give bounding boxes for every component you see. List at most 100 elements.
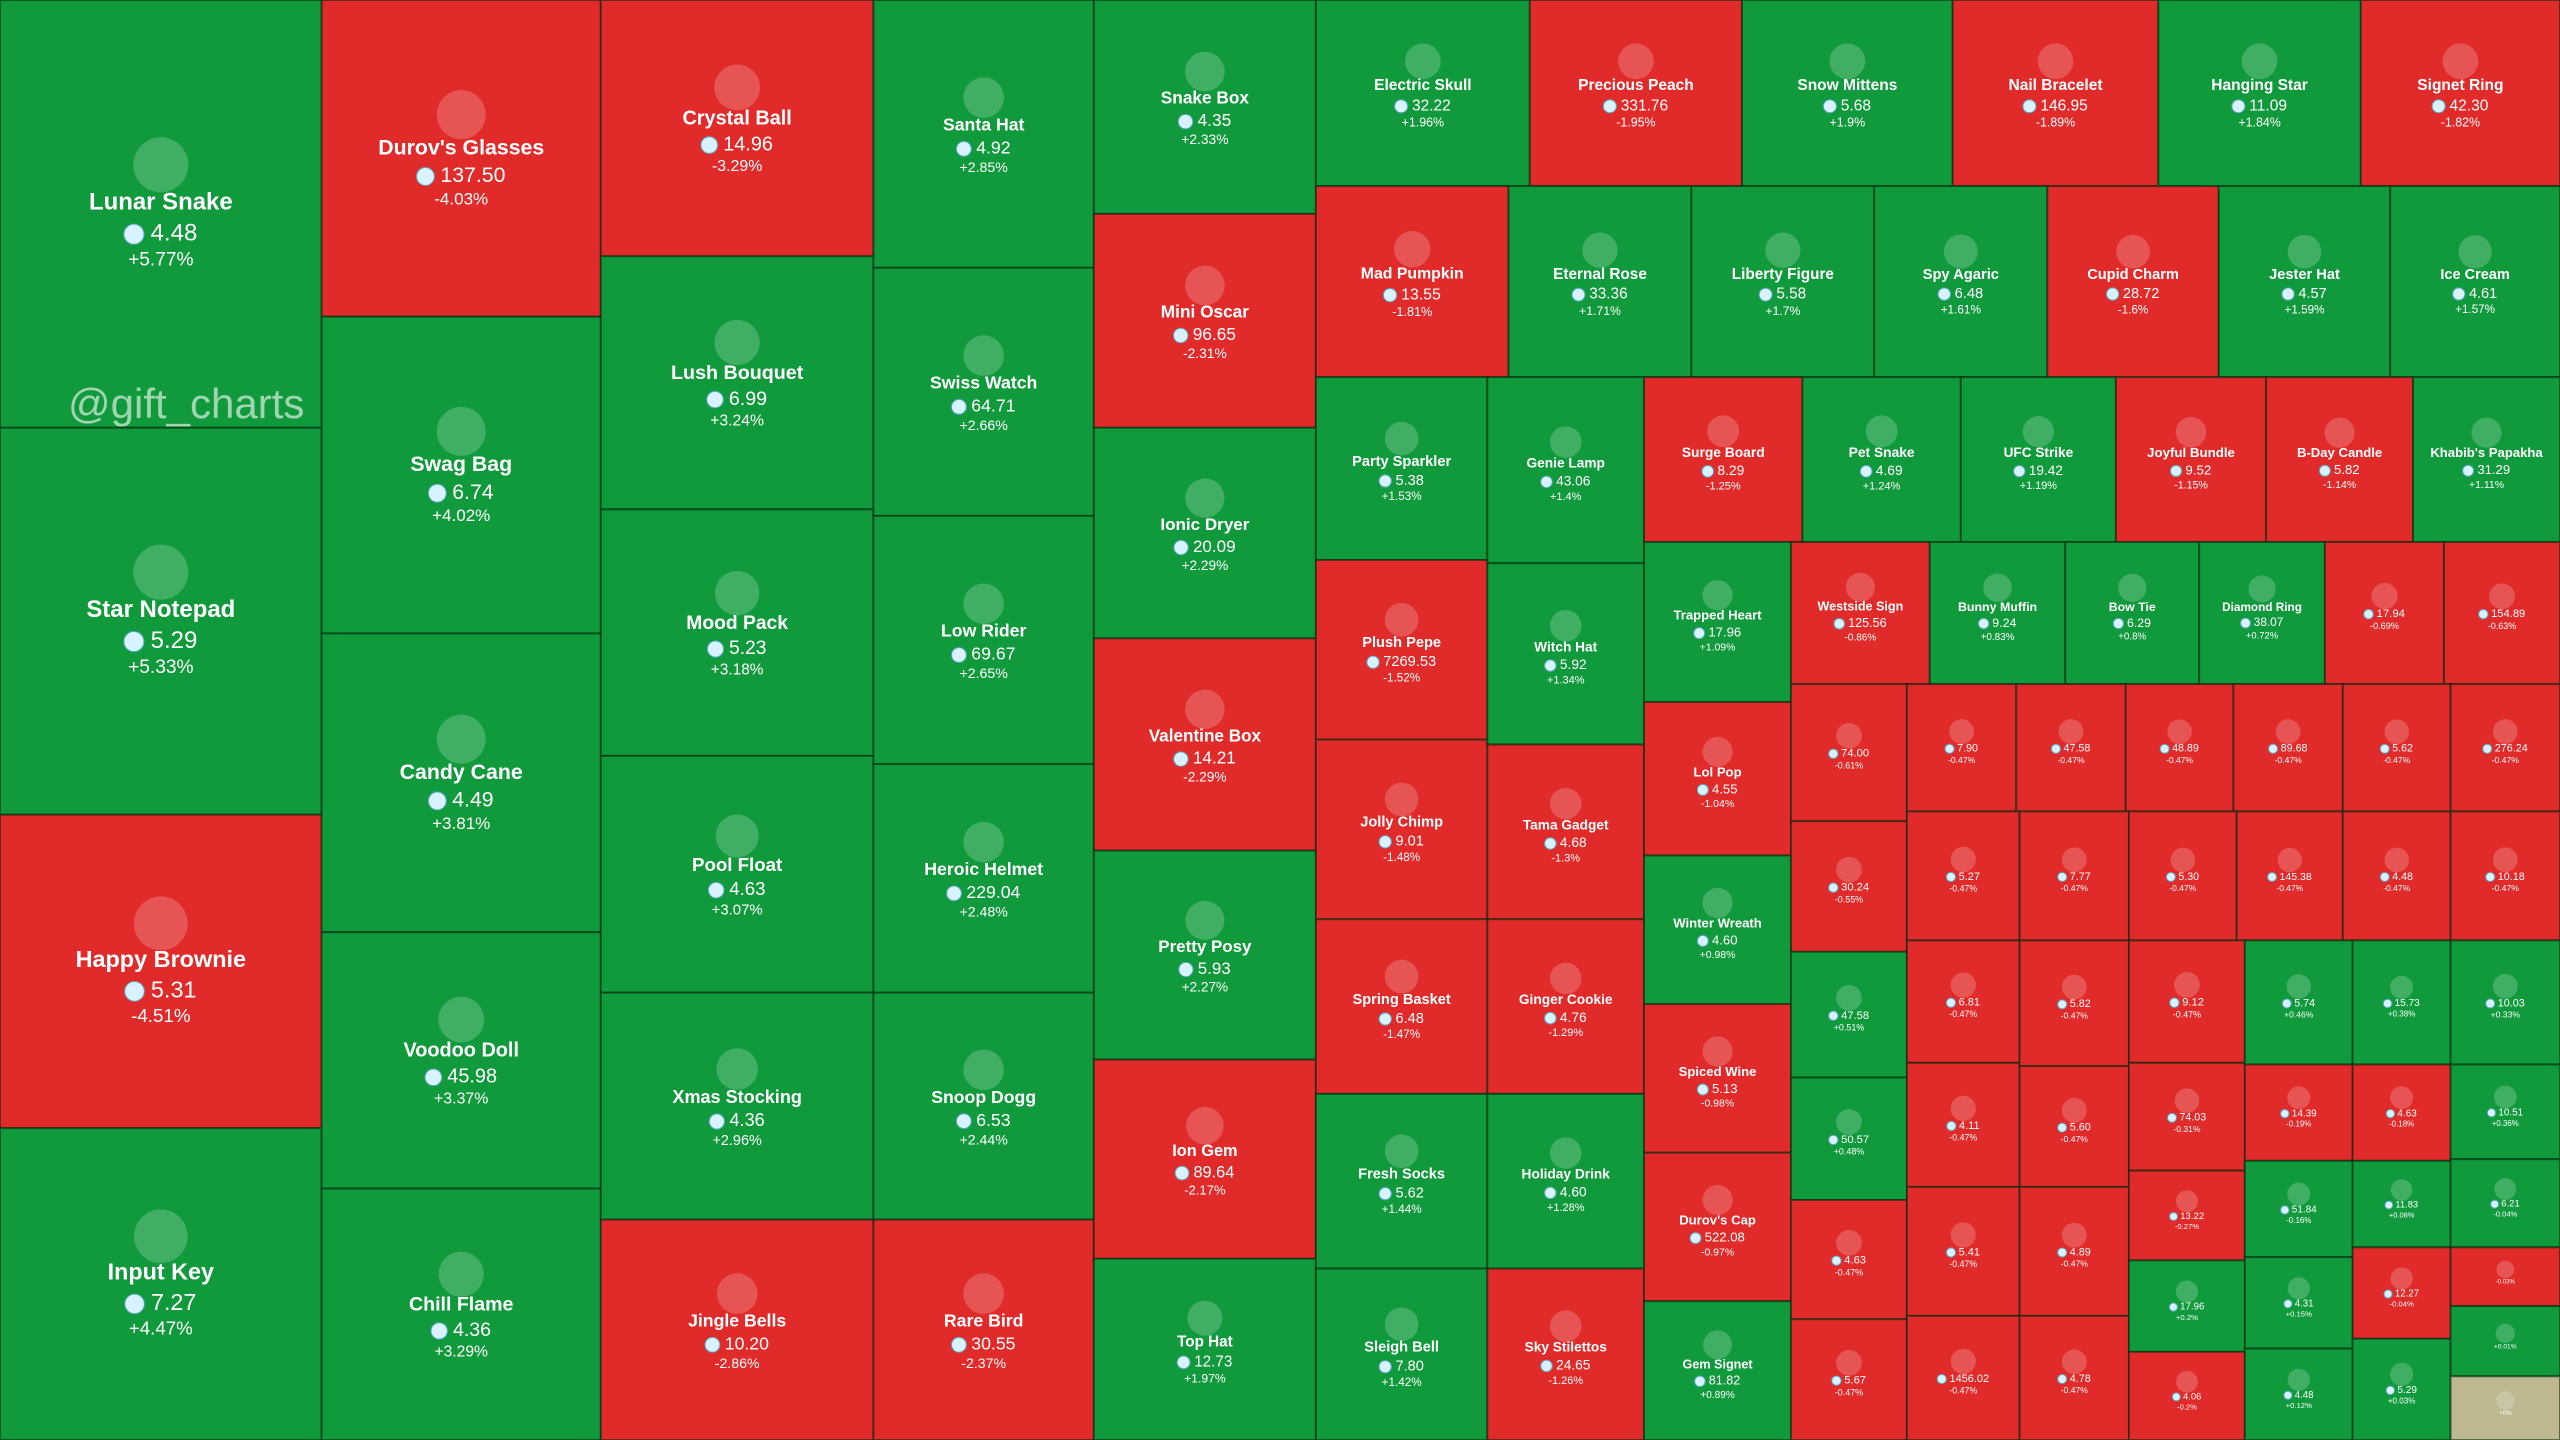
gift-icon — [133, 137, 189, 193]
tile: Ice Cream 4.61+1.57% — [2389, 185, 2560, 379]
gift-change: +3.18% — [711, 661, 764, 678]
ton-icon — [1696, 1083, 1709, 1096]
gift-change: +0.08% — [2389, 1210, 2415, 1219]
gift-change: -0.47% — [2173, 1009, 2201, 1019]
gift-icon — [2174, 1088, 2200, 1113]
gift-price: 13.22 — [2180, 1211, 2204, 1222]
gift-price: 4.48 — [2295, 1390, 2314, 1401]
tile: Ionic Dryer 20.09 +2.29% — [1092, 426, 1317, 640]
ton-icon — [2159, 743, 2170, 754]
gift-icon — [436, 714, 486, 764]
gift-icon — [2175, 416, 2207, 448]
gift-price: 9.01 — [1395, 834, 1423, 850]
gift-icon — [1549, 609, 1582, 642]
ton-icon — [2013, 464, 2026, 478]
tile: 145.38-0.47% — [2235, 810, 2344, 942]
gift-change: +0.12% — [2286, 1401, 2313, 1410]
gift-icon — [1187, 1300, 1223, 1336]
tile: 4.11-0.47% — [1905, 1061, 2021, 1188]
gift-change: -0.47% — [2169, 883, 2196, 893]
ton-icon — [2283, 1390, 2293, 1400]
ton-icon — [1833, 617, 1846, 630]
gift-price: 6.48 — [1395, 1011, 1423, 1027]
gift-name: Holiday Drink — [1522, 1167, 1611, 1182]
tile: 74.00-0.61% — [1790, 683, 1908, 823]
gift-change: -0.47% — [1949, 1385, 1977, 1395]
gift-price: 12.27 — [2395, 1289, 2419, 1300]
gift-name: Pretty Posy — [1158, 937, 1252, 956]
ton-icon — [427, 791, 447, 811]
ton-icon — [706, 640, 725, 658]
tile: Swag Bag 6.74 +4.02% — [320, 315, 602, 635]
gift-name: Chill Flame — [409, 1294, 514, 1316]
tile: Lol Pop 4.55 -1.04% — [1643, 701, 1793, 857]
ton-icon — [2168, 1302, 2178, 1312]
tile: 50.57+0.48% — [1790, 1076, 1908, 1202]
gift-icon — [1384, 959, 1419, 994]
gift-name: Ionic Dryer — [1160, 515, 1249, 534]
gift-price: 5.68 — [1841, 97, 1871, 114]
ton-icon — [2385, 1385, 2396, 1396]
ton-icon — [2281, 998, 2292, 1009]
tile: 6.81-0.47% — [1905, 939, 2021, 1064]
tile-background — [1486, 562, 1646, 746]
gift-name: Low Rider — [941, 621, 1026, 641]
gift-name: Gem Signet — [1683, 1357, 1754, 1371]
gift-price: 6.29 — [2127, 616, 2151, 630]
tile: Durov's Glasses 137.50 -4.03% — [320, 0, 602, 318]
gift-price: 5.27 — [1959, 871, 1980, 883]
gift-icon — [1582, 232, 1618, 268]
gift-icon — [1618, 43, 1654, 80]
tile-background — [2127, 1061, 2246, 1172]
gift-icon — [2176, 1370, 2198, 1393]
gift-icon — [2287, 234, 2322, 269]
gift-change: -0.47% — [2276, 883, 2303, 893]
gift-price: 7269.53 — [1383, 654, 1436, 670]
ton-icon — [123, 223, 145, 245]
tile-background — [2449, 1158, 2560, 1249]
ton-icon — [1831, 1255, 1842, 1266]
gift-change: -1.25% — [1706, 480, 1741, 492]
gift-change: +1.34% — [1547, 675, 1585, 687]
gift-price: 5.23 — [729, 638, 767, 659]
gift-change: -0.47% — [1949, 1259, 1977, 1269]
tile: Khabib's Papakha 31.29 +1.11% — [2412, 376, 2560, 544]
gift-price: 30.24 — [1841, 882, 1869, 894]
gift-name: Pet Snake — [1849, 444, 1915, 460]
gift-price: 7.90 — [1957, 743, 1978, 755]
gift-change: -0.47% — [2492, 755, 2520, 765]
ton-icon — [2379, 872, 2390, 882]
gift-change: -0.2% — [2177, 1402, 2197, 1411]
tile-background — [1905, 683, 2018, 813]
tile: 12.27-0.04% — [2351, 1246, 2452, 1340]
gift-price: 4.48 — [2392, 871, 2413, 883]
gift-price: 9.24 — [1992, 616, 2016, 630]
gift-price: 4.63 — [2397, 1108, 2417, 1119]
ton-icon — [124, 981, 145, 1002]
gift-change: +1.57% — [2455, 303, 2495, 316]
gift-price: 45.98 — [447, 1066, 497, 1088]
gift-name: Fresh Socks — [1358, 1167, 1445, 1183]
gift-icon — [2494, 1178, 2517, 1200]
gift-icon — [1836, 723, 1862, 749]
tile: 89.68-0.47% — [2232, 683, 2344, 813]
tile: 17.94-0.69% — [2323, 541, 2446, 686]
tile: Gem Signet 81.82 +0.89% — [1643, 1300, 1793, 1440]
gift-price: 5.62 — [2392, 743, 2413, 755]
gift-icon — [2174, 971, 2200, 998]
gift-icon — [2492, 973, 2518, 999]
gift-name: Sleigh Bell — [1364, 1340, 1439, 1356]
gift-price: 6.99 — [729, 388, 767, 410]
gift-price: 6.81 — [1959, 997, 1980, 1009]
tile: 5.67-0.47% — [1790, 1318, 1908, 1440]
gift-name: Crystal Ball — [682, 107, 791, 129]
tile: Pretty Posy 5.93 +2.27% — [1092, 849, 1317, 1061]
gift-change: -2.86% — [715, 1355, 760, 1371]
gift-change: -2.17% — [1184, 1183, 1226, 1198]
ton-icon — [2485, 998, 2496, 1009]
gift-name: Top Hat — [1177, 1334, 1233, 1351]
tile-background — [2351, 1063, 2452, 1162]
ton-icon — [2363, 608, 2374, 620]
gift-name: Winter Wreath — [1673, 915, 1762, 930]
gift-name: Snake Box — [1161, 88, 1250, 108]
